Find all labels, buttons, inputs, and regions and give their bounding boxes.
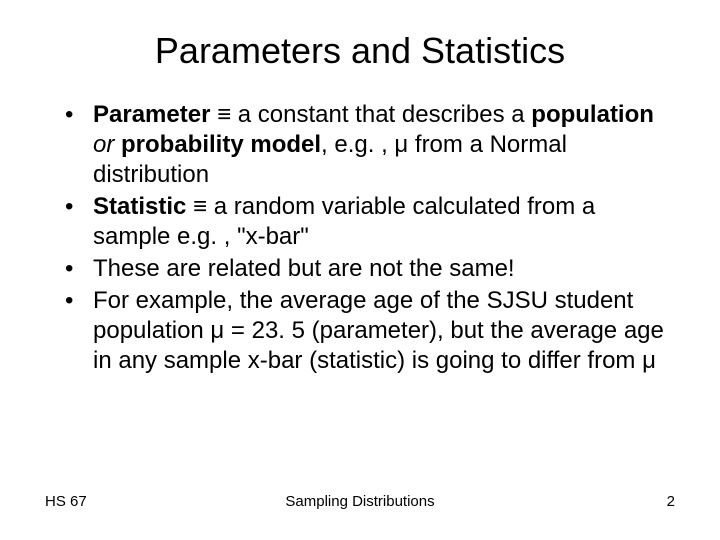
term-bold: population bbox=[531, 101, 654, 128]
slide-title: Parameters and Statistics bbox=[45, 30, 675, 72]
bullet-text: These are related but are not the same! bbox=[93, 255, 515, 282]
bullet-list: Parameter ≡ a constant that describes a … bbox=[45, 100, 675, 376]
bullet-text: For example, the average age of the SJSU… bbox=[93, 287, 664, 374]
slide-footer: HS 67 Sampling Distributions 2 bbox=[45, 493, 675, 510]
bullet-item: Statistic ≡ a random variable calculated… bbox=[65, 192, 675, 252]
bullet-text bbox=[114, 131, 121, 158]
term-bold: probability model bbox=[121, 131, 321, 158]
bullet-item: These are related but are not the same! bbox=[65, 254, 675, 284]
bullet-item: Parameter ≡ a constant that describes a … bbox=[65, 100, 675, 190]
footer-center: Sampling Distributions bbox=[285, 493, 434, 510]
term-italic: or bbox=[93, 131, 114, 158]
bullet-text: ≡ a constant that describes a bbox=[210, 101, 531, 128]
page-number: 2 bbox=[667, 493, 675, 510]
footer-left: HS 67 bbox=[45, 493, 87, 510]
term-bold: Parameter bbox=[93, 101, 210, 128]
term-bold: Statistic bbox=[93, 193, 186, 220]
bullet-item: For example, the average age of the SJSU… bbox=[65, 286, 675, 376]
